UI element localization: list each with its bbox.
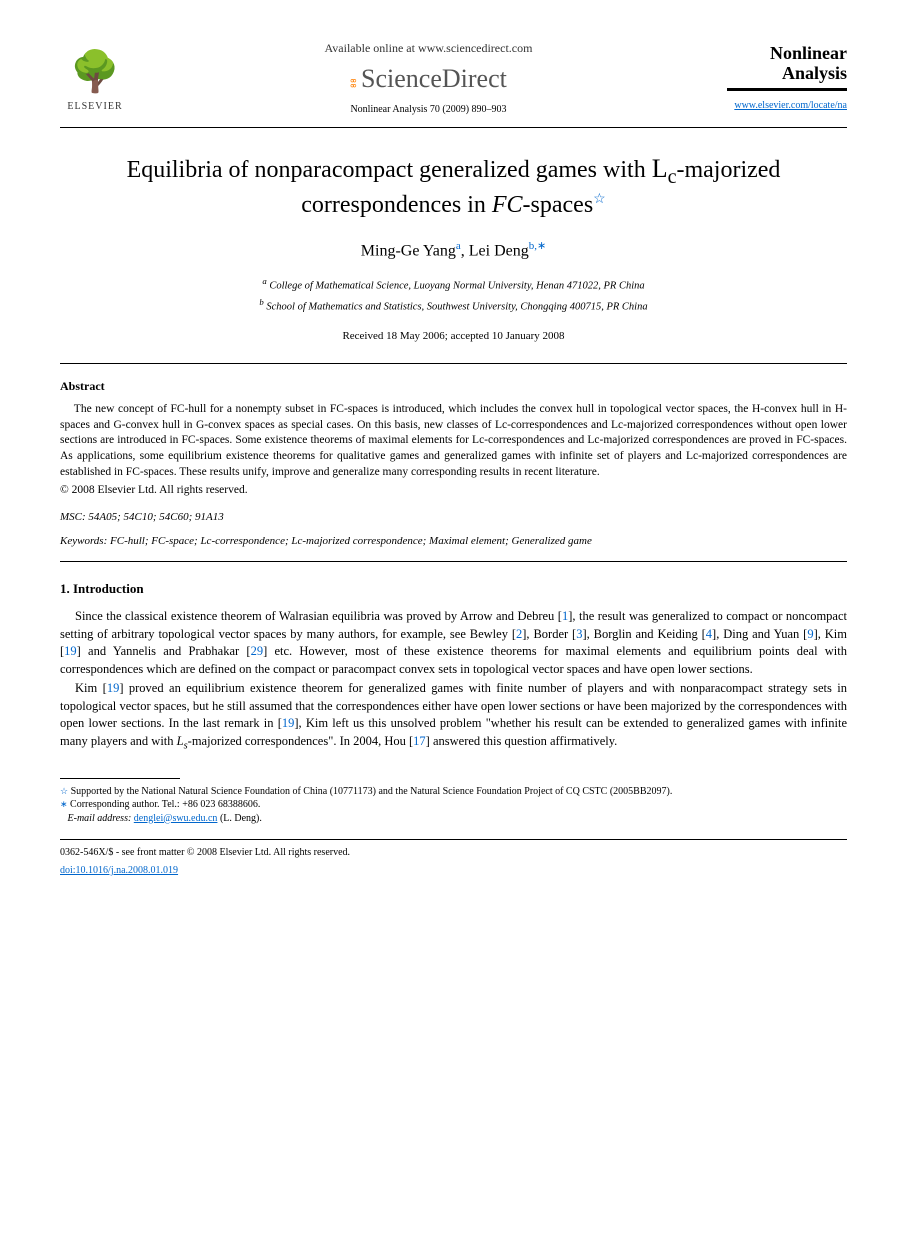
p2-d: -majorized correspondences". In 2004, Ho… bbox=[188, 734, 414, 748]
footnote-email: E-mail address: denglei@swu.edu.cn (L. D… bbox=[60, 812, 847, 826]
affiliation-a: a College of Mathematical Science, Luoya… bbox=[60, 275, 847, 294]
title-script-L: L bbox=[652, 154, 668, 183]
sciencedirect-text: ScienceDirect bbox=[361, 64, 507, 93]
title-pre: Equilibria of nonparacompact generalized… bbox=[127, 157, 652, 183]
msc-label: MSC: bbox=[60, 511, 86, 523]
ref-19c[interactable]: 19 bbox=[282, 716, 295, 730]
journal-reference: Nonlinear Analysis 70 (2009) 890–903 bbox=[130, 103, 727, 117]
affiliation-b: b School of Mathematics and Statistics, … bbox=[60, 296, 847, 315]
affil-b-text: School of Mathematics and Statistics, So… bbox=[266, 302, 647, 313]
elsevier-tree-icon: 🌳 bbox=[60, 44, 130, 100]
author-1-affil: a bbox=[456, 240, 461, 252]
keywords-label: Keywords: bbox=[60, 535, 107, 547]
elsevier-label: ELSEVIER bbox=[60, 100, 130, 114]
abstract-top-rule bbox=[60, 363, 847, 364]
authors-block: Ming-Ge Yanga, Lei Dengb,∗ bbox=[60, 239, 847, 263]
doi-link[interactable]: doi:10.1016/j.na.2008.01.019 bbox=[60, 865, 178, 876]
article-dates: Received 18 May 2006; accepted 10 Januar… bbox=[60, 329, 847, 344]
affil-a-text: College of Mathematical Science, Luoyang… bbox=[269, 280, 644, 291]
p2-e: ] answered this question affirmatively. bbox=[426, 734, 618, 748]
journal-name-line2: Analysis bbox=[727, 64, 847, 84]
author-1: Ming-Ge Yang bbox=[361, 243, 456, 260]
header-rule bbox=[60, 127, 847, 128]
available-online-text: Available online at www.sciencedirect.co… bbox=[130, 40, 727, 57]
author-2: Lei Deng bbox=[469, 243, 529, 260]
ref-19a[interactable]: 19 bbox=[64, 644, 77, 658]
sciencedirect-logo: ⦂⦂ ScienceDirect bbox=[130, 61, 727, 97]
abstract-bottom-rule bbox=[60, 561, 847, 562]
bottom-rule bbox=[60, 839, 847, 840]
journal-url-link[interactable]: www.elsevier.com/locate/na bbox=[734, 100, 847, 111]
article-title: Equilibria of nonparacompact generalized… bbox=[60, 152, 847, 221]
intro-body: Since the classical existence theorem of… bbox=[60, 608, 847, 754]
title-post1: -majorized bbox=[676, 157, 780, 183]
title-line2-post: -spaces bbox=[523, 192, 594, 218]
footnote-corresponding: ∗ Corresponding author. Tel.: +86 023 68… bbox=[60, 798, 847, 812]
issn-line: 0362-546X/$ - see front matter © 2008 El… bbox=[60, 846, 847, 860]
footnote-corresponding-text: Corresponding author. Tel.: +86 023 6838… bbox=[68, 799, 261, 810]
ref-19b[interactable]: 19 bbox=[107, 681, 120, 695]
footnote-funding: ☆ Supported by the National Natural Scie… bbox=[60, 785, 847, 799]
title-footnote-star: ☆ bbox=[593, 192, 606, 207]
footnote-rule bbox=[60, 778, 180, 779]
section-1-heading: 1. Introduction bbox=[60, 580, 847, 598]
keywords-list: FC-hull; FC-space; Lc-correspondence; Lc… bbox=[107, 535, 592, 547]
p1-d: ], Borglin and Keiding [ bbox=[582, 627, 705, 641]
email-tail: (L. Deng). bbox=[217, 813, 261, 824]
journal-name-line1: Nonlinear bbox=[727, 44, 847, 64]
abstract-body: The new concept of FC-hull for a nonempt… bbox=[60, 402, 847, 480]
msc-list: 54A05; 54C10; 54C60; 91A13 bbox=[86, 511, 224, 523]
keywords-line: Keywords: FC-hull; FC-space; Lc-correspo… bbox=[60, 534, 847, 549]
sd-dots-icon: ⦂⦂ bbox=[350, 76, 354, 91]
page-header: 🌳 ELSEVIER Available online at www.scien… bbox=[60, 40, 847, 117]
title-fc: FC bbox=[492, 192, 523, 218]
title-line2-pre: correspondences in bbox=[301, 192, 492, 218]
intro-para-1: Since the classical existence theorem of… bbox=[60, 608, 847, 678]
abstract-heading: Abstract bbox=[60, 378, 847, 395]
p2-ls: L bbox=[177, 734, 184, 748]
elsevier-logo: 🌳 ELSEVIER bbox=[60, 44, 130, 114]
intro-para-2: Kim [19] proved an equilibrium existence… bbox=[60, 680, 847, 754]
p1-g: ] and Yannelis and Prabhakar [ bbox=[77, 644, 251, 658]
header-center: Available online at www.sciencedirect.co… bbox=[130, 40, 727, 117]
p1-e: ], Ding and Yuan [ bbox=[712, 627, 807, 641]
p2-a: Kim [ bbox=[75, 681, 107, 695]
p1-c: ], Border [ bbox=[522, 627, 576, 641]
ref-17[interactable]: 17 bbox=[413, 734, 426, 748]
abstract-copyright: © 2008 Elsevier Ltd. All rights reserved… bbox=[60, 482, 847, 498]
abstract-text: The new concept of FC-hull for a nonempt… bbox=[60, 402, 847, 480]
footnote-ast-icon: ∗ bbox=[60, 799, 68, 809]
msc-line: MSC: 54A05; 54C10; 54C60; 91A13 bbox=[60, 510, 847, 525]
p1-a: Since the classical existence theorem of… bbox=[75, 609, 562, 623]
email-link[interactable]: denglei@swu.edu.cn bbox=[134, 813, 218, 824]
journal-logo-block: Nonlinear Analysis www.elsevier.com/loca… bbox=[727, 44, 847, 113]
footnote-funding-text: Supported by the National Natural Scienc… bbox=[68, 786, 672, 797]
email-label: E-mail address: bbox=[68, 813, 132, 824]
journal-name-box: Nonlinear Analysis bbox=[727, 44, 847, 91]
ref-29[interactable]: 29 bbox=[251, 644, 264, 658]
footnote-star-icon: ☆ bbox=[60, 786, 68, 796]
author-2-affil: b,∗ bbox=[529, 240, 546, 252]
